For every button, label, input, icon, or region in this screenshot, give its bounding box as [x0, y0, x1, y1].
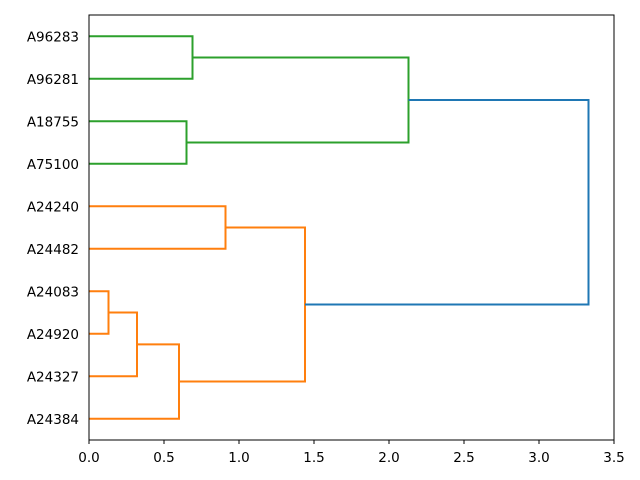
x-tick-label: 2.0 [378, 450, 399, 466]
dendrogram-link [179, 226, 306, 383]
leaf-label: A24083 [27, 284, 79, 300]
dendrogram-link [186, 56, 410, 144]
dendrogram-link [89, 290, 110, 335]
leaf-label: A24920 [27, 327, 79, 343]
x-tick-label: 3.5 [603, 450, 624, 466]
dendrogram-link [89, 343, 180, 420]
x-tick-label: 0.5 [153, 450, 174, 466]
plot-border [88, 14, 615, 441]
leaf-label: A24240 [27, 199, 79, 215]
x-tick-label: 0.0 [78, 450, 99, 466]
dendrogram-link [89, 120, 188, 165]
leaf-label: A24384 [27, 412, 79, 428]
leaf-label: A75100 [27, 157, 79, 173]
leaf-label: A18755 [27, 114, 79, 130]
leaf-label: A24482 [27, 242, 79, 258]
leaf-label: A96281 [27, 72, 79, 88]
leaf-label: A24327 [27, 369, 79, 385]
x-tick-label: 1.0 [228, 450, 249, 466]
dendrogram-link [305, 99, 590, 306]
dendrogram-link [89, 205, 227, 250]
dendrogram-link [89, 35, 194, 80]
x-tick-label: 3.0 [528, 450, 549, 466]
leaf-label: A96283 [27, 29, 79, 45]
dendrogram-link [89, 311, 138, 378]
x-tick-label: 2.5 [453, 450, 474, 466]
x-tick-label: 1.5 [303, 450, 324, 466]
